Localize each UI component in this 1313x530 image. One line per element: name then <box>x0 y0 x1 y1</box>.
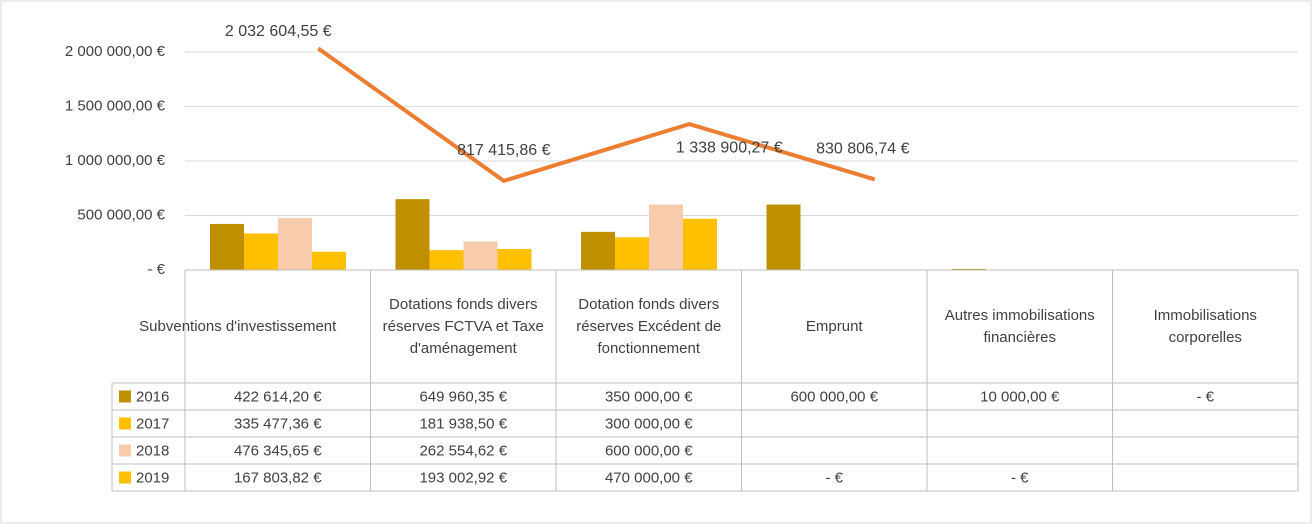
bar <box>244 233 278 270</box>
table-value: 335 477,36 € <box>234 415 322 432</box>
legend-label: 2019 <box>136 469 169 486</box>
bar <box>463 241 498 270</box>
bar <box>615 237 649 270</box>
line-data-label: 2 032 604,55 € <box>225 23 332 40</box>
y-tick-label: 2 000 000,00 € <box>65 43 166 60</box>
table-value: - € <box>1011 469 1029 486</box>
bar <box>649 204 683 270</box>
bar <box>497 248 532 270</box>
legend-key <box>119 444 131 457</box>
line-data-label: 817 415,86 € <box>457 142 551 159</box>
table-value: 262 554,62 € <box>419 442 507 459</box>
category-label: Emprunt <box>805 317 863 335</box>
table-value: 350 000,00 € <box>605 388 693 405</box>
table-value: 476 345,65 € <box>234 442 322 459</box>
y-tick-label: 500 000,00 € <box>77 206 165 223</box>
legend-key <box>119 390 131 403</box>
category-label: Dotations fonds divers réserves FCTVA et… <box>382 295 544 357</box>
line-data-label: 830 806,74 € <box>816 141 910 158</box>
category-label: Autres immobilisations financières <box>944 306 1095 346</box>
bar <box>278 218 312 270</box>
table-value: 167 803,82 € <box>234 469 322 486</box>
bar <box>429 250 464 270</box>
bar <box>210 223 244 270</box>
legend-key <box>119 471 131 484</box>
table-value: 470 000,00 € <box>605 469 693 486</box>
table-value: 181 938,50 € <box>419 415 507 432</box>
category-label-box: Subventions d'investissement <box>139 317 337 335</box>
y-tick-label: 1 500 000,00 € <box>65 97 166 114</box>
legend-key <box>119 417 131 430</box>
table-value: 600 000,00 € <box>790 388 878 405</box>
y-tick-label: - € <box>147 261 165 278</box>
table-value: 649 960,35 € <box>419 388 507 405</box>
category-label-box: Autres immobilisations financières <box>944 306 1095 346</box>
line-series <box>317 46 876 184</box>
table-value: - € <box>1196 388 1214 405</box>
category-label: Dotation fonds divers réserves Excédent … <box>576 295 722 357</box>
bar <box>766 204 801 270</box>
bar <box>581 231 615 270</box>
table-value: 10 000,00 € <box>980 388 1060 405</box>
bar <box>683 218 717 270</box>
table-value: 193 002,92 € <box>419 469 507 486</box>
legend-label: 2017 <box>136 415 169 432</box>
table-value: 300 000,00 € <box>605 415 693 432</box>
legend-label: 2018 <box>136 442 169 459</box>
category-label-box: Dotations fonds divers réserves FCTVA et… <box>382 295 544 357</box>
table-value: 422 614,20 € <box>234 388 322 405</box>
table-value: - € <box>825 469 843 486</box>
category-label-box: Dotation fonds divers réserves Excédent … <box>576 295 722 357</box>
category-label: Immobilisations corporelles <box>1153 306 1257 346</box>
bar <box>952 268 986 270</box>
y-tick-label: 1 000 000,00 € <box>65 152 166 169</box>
category-label-box: Emprunt <box>805 317 863 335</box>
category-label-box: Immobilisations corporelles <box>1153 306 1257 346</box>
category-label: Subventions d'investissement <box>139 317 337 335</box>
bar <box>395 199 430 270</box>
bar <box>312 251 346 270</box>
line-data-label: 1 338 900,27 € <box>676 139 783 156</box>
table-value: 600 000,00 € <box>605 442 693 459</box>
legend-label: 2016 <box>136 388 169 405</box>
